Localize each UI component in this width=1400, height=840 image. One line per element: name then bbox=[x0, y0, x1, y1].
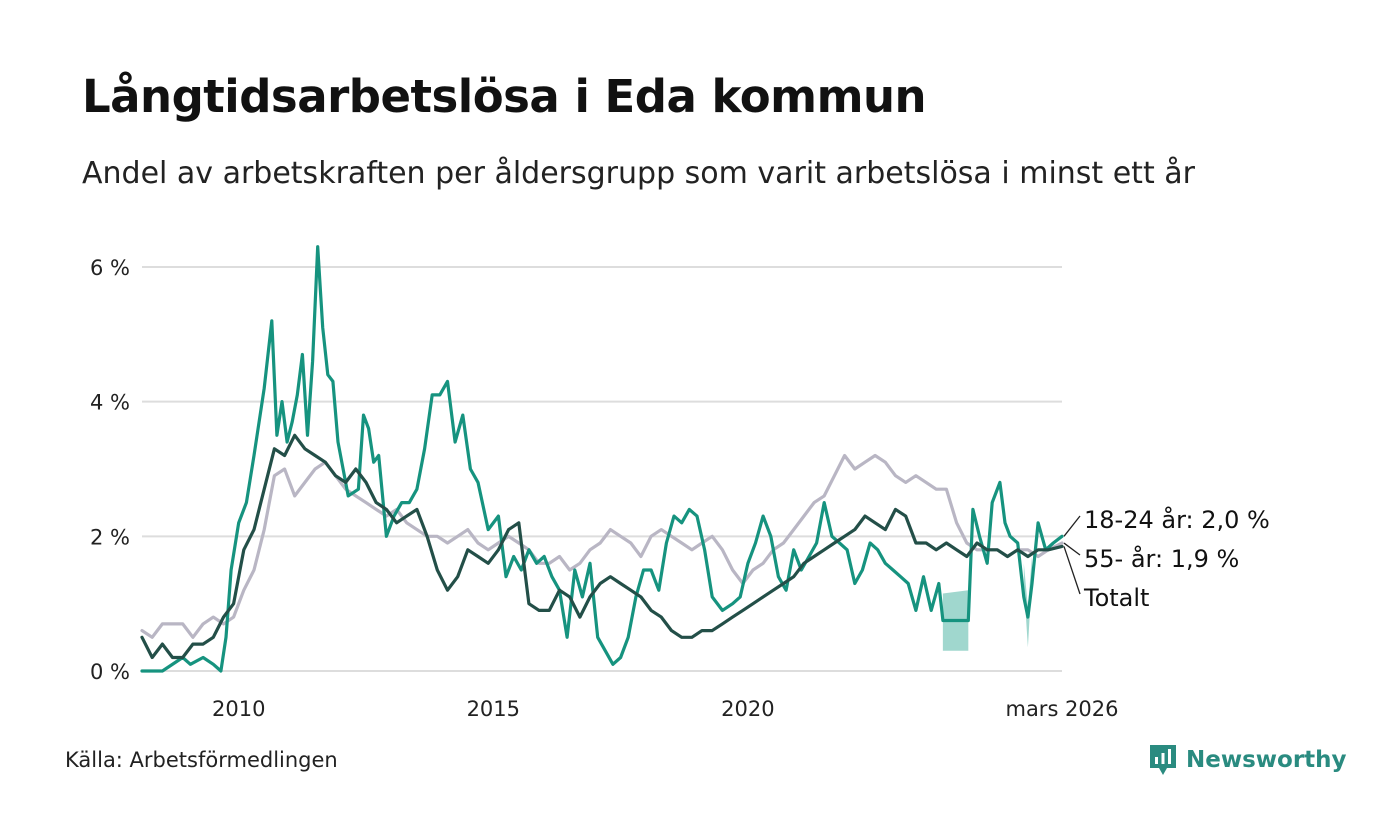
label-total: Totalt bbox=[1083, 584, 1149, 612]
x-tick-label: 2010 bbox=[212, 697, 265, 721]
newsworthy-logo-icon bbox=[1150, 745, 1176, 775]
series-line-total bbox=[140, 433, 1064, 660]
series-line-18-24 bbox=[140, 245, 1064, 673]
label-55-plus: 55- år: 1,9 % bbox=[1084, 544, 1239, 573]
y-tick-label: 6 % bbox=[90, 256, 130, 280]
uncertainty-bands bbox=[942, 556, 1032, 651]
label-18-24: 18-24 år: 2,0 % bbox=[1084, 505, 1270, 534]
leader-line bbox=[1063, 515, 1081, 537]
leader-line bbox=[1063, 542, 1081, 556]
series-labels: 55- år: 1,9 % 18-24 år: 2,0 % Totalt bbox=[1063, 505, 1270, 612]
y-tick-label: 4 % bbox=[90, 391, 130, 415]
brand-logo[interactable]: Newsworthy bbox=[1148, 743, 1347, 777]
source-note: Källa: Arbetsförmedlingen bbox=[65, 748, 338, 772]
brand-name: Newsworthy bbox=[1186, 747, 1347, 773]
chart-title: Långtidsarbetslösa i Eda kommun bbox=[82, 70, 927, 123]
series-line-55-plus bbox=[140, 453, 1064, 639]
chart-subtitle: Andel av arbetskraften per åldersgrupp s… bbox=[82, 156, 1195, 191]
y-tick-label: 0 % bbox=[90, 660, 130, 684]
x-tick-label: 2015 bbox=[467, 697, 520, 721]
x-tick-label: mars 2026 bbox=[1005, 697, 1118, 721]
x-tick-label: 2020 bbox=[721, 697, 774, 721]
leader-line bbox=[1063, 546, 1081, 595]
grid-layer: 0 % 2 % 4 % 6 % 2010 2015 2020 mars 2026 bbox=[90, 256, 1119, 721]
y-tick-label: 2 % bbox=[90, 525, 130, 549]
series-layer bbox=[140, 245, 1064, 673]
